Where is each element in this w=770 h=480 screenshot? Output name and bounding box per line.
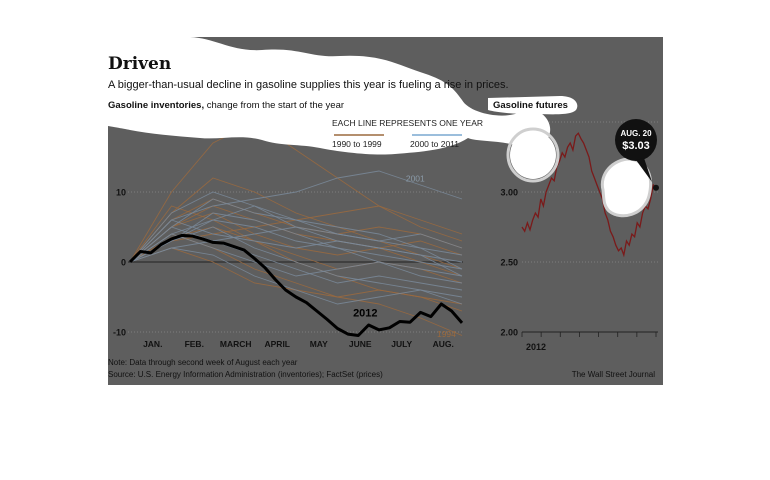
futures-y-tick-label: 3.00 [500,188,518,198]
legend-label-1990s: 1990 to 1999 [332,139,382,149]
inventories-x-tick-label: FEB. [185,339,204,349]
inventories-x-tick-label: JAN. [143,339,162,349]
inventories-x-tick-label: JULY [391,339,412,349]
futures-x-tick-label: 2012 [526,342,546,352]
callout-date: AUG. 20 [620,129,652,138]
page-subtitle: A bigger-than-usual decline in gasoline … [108,79,509,91]
inventories-year-line [129,170,463,263]
page-title: Driven [108,54,171,74]
inventories-2012-line [128,233,464,337]
inventories-background-lines [129,121,463,336]
inventories-year-line [129,247,463,305]
white-blob-price-mid-ring [600,157,653,218]
inventories-chart: 2012 20%100-10 JAN.FEB.MARCHAPRILMAYJUNE… [108,118,464,349]
inventories-title: Gasoline inventories, change from the st… [108,100,344,111]
inventories-year-line [129,212,463,277]
futures-gridlines [522,121,658,333]
futures-price-line [521,132,657,258]
inventories-y-tick-label: -10 [113,328,126,338]
legend-title: EACH LINE REPRESENTS ONE YEAR [332,118,483,128]
inventories-x-tick-label: APRIL [265,339,291,349]
inventories-year-line [129,219,463,270]
inventories-year-line [129,177,463,270]
inventories-y-tick-label: 0 [121,258,126,268]
inventories-annotations: 2001 1994 [406,174,456,339]
futures-y-tick-label: 2.00 [500,328,518,338]
inventories-annotation: 1994 [437,329,456,339]
inventories-year-line [129,121,463,263]
series-label-2012: 2012 [353,308,377,320]
futures-endpoint [653,184,659,191]
inventories-title-bold: Gasoline inventories, [108,100,204,111]
futures-x-ticks: 2012 [521,332,657,352]
inventories-year-line [129,205,463,270]
footer-source: Source: U.S. Energy Information Administ… [108,370,383,379]
inventories-x-tick-label: MARCH [220,339,252,349]
white-blob-price-left [510,131,556,179]
inventories-annotation: 2001 [406,174,425,184]
callout-pointer [636,158,652,182]
footer-note: Note: Data through second week of August… [108,358,298,367]
callout-bubble [615,119,657,161]
inventories-year-line [129,233,463,284]
inventories-x-tick-label: JUNE [349,339,372,349]
inventories-y-tick-label: 10 [116,188,126,198]
legend-label-2000s: 2000 to 2011 [410,139,459,149]
callout-value: $3.03 [622,140,650,152]
inventories-legend: EACH LINE REPRESENTS ONE YEAR 1990 to 19… [332,118,483,149]
white-blob-overlay [108,37,653,218]
inventories-title-rest: change from the start of the year [204,100,344,111]
price-callout: AUG. 20 $3.03 [615,119,657,182]
footer-credit: The Wall Street Journal [572,370,656,379]
inventories-x-tick-label: AUG. [433,339,454,349]
futures-line-group [521,132,659,258]
futures-title: Gasoline futures [493,100,568,111]
futures-y-tick-label: 2.50 [500,258,518,268]
white-blob-main [108,37,551,155]
inventories-2012-line-group: 2012 [128,233,464,337]
white-blob-price-mid [601,158,652,217]
inventories-x-ticks: JAN. FEB. MARCH APRIL MAY JUNE JULY AUG. [143,339,454,349]
inventories-year-line [129,240,463,291]
white-blob-price-left-ring [506,127,560,183]
white-blob-futures-title [488,96,578,115]
inventories-x-tick-label: MAY [310,339,328,349]
